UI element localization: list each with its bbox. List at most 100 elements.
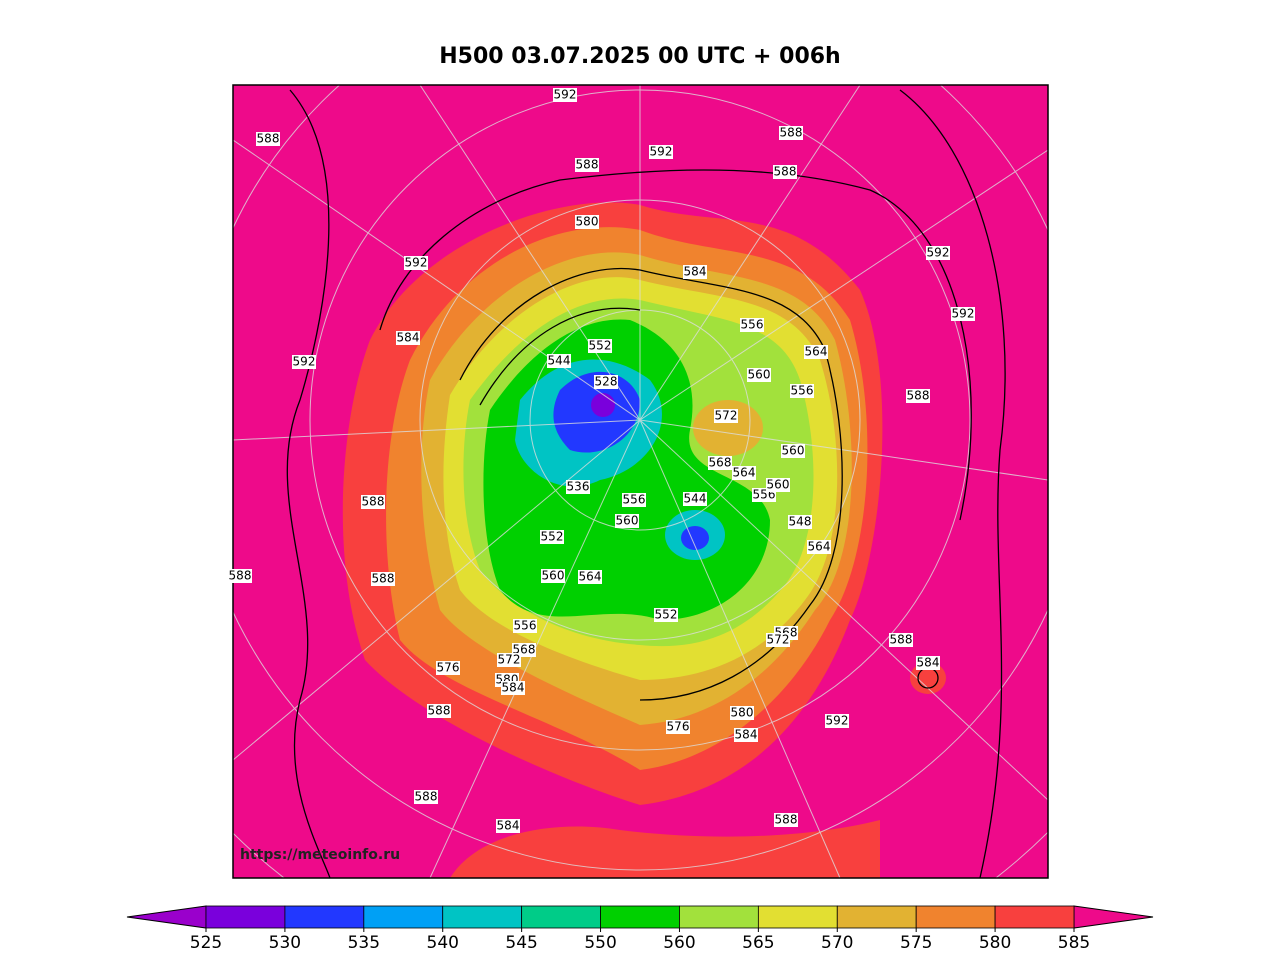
contour-label: 552 bbox=[589, 339, 612, 353]
colorbar-tick-label: 545 bbox=[505, 933, 537, 953]
label-box bbox=[804, 345, 828, 359]
watermark: https://meteoinfo.ru bbox=[240, 847, 400, 863]
contour-label: 584 bbox=[917, 656, 940, 670]
label-box bbox=[513, 619, 537, 633]
contour-label: 588 bbox=[907, 389, 930, 403]
contour-label: 580 bbox=[731, 706, 754, 720]
label-box bbox=[396, 331, 420, 345]
colorbar-tick-label: 560 bbox=[663, 933, 695, 953]
label-box bbox=[683, 492, 707, 506]
label-box bbox=[683, 265, 707, 279]
colorbar-box bbox=[836, 905, 917, 929]
colorbar-tick-label: 525 bbox=[190, 933, 222, 953]
contour-label: 588 bbox=[775, 813, 798, 827]
label-box bbox=[540, 530, 564, 544]
contour-label: 552 bbox=[541, 530, 564, 544]
label-box bbox=[575, 158, 599, 172]
label-box bbox=[292, 355, 316, 369]
contour-label: 576 bbox=[437, 661, 460, 675]
label-box bbox=[916, 656, 940, 670]
contour-label: 544 bbox=[684, 492, 707, 506]
label-box bbox=[773, 165, 797, 179]
label-box bbox=[575, 215, 599, 229]
colorbar-extend-low bbox=[126, 905, 207, 929]
contour-label: 592 bbox=[650, 145, 673, 159]
contour-label: 588 bbox=[257, 132, 280, 146]
label-box bbox=[501, 681, 525, 695]
contour-label: 584 bbox=[735, 728, 758, 742]
contour-label: 564 bbox=[733, 466, 756, 480]
contour-label: 560 bbox=[616, 514, 639, 528]
label-box bbox=[779, 126, 803, 140]
label-box bbox=[926, 246, 950, 260]
label-box bbox=[497, 653, 521, 667]
colorbar-tick-label: 580 bbox=[979, 933, 1011, 953]
colorbar-box bbox=[205, 905, 286, 929]
colorbar-box bbox=[284, 905, 365, 929]
label-box bbox=[496, 819, 520, 833]
contour-label: 592 bbox=[952, 307, 975, 321]
colorbar-box bbox=[679, 905, 759, 929]
label-box bbox=[615, 514, 639, 528]
label-box bbox=[228, 569, 252, 583]
contour-label: 584 bbox=[684, 265, 707, 279]
label-box bbox=[541, 569, 565, 583]
label-box bbox=[654, 608, 678, 622]
contour-label: 560 bbox=[748, 368, 771, 382]
contour-label: 588 bbox=[362, 495, 385, 509]
contour-label: 548 bbox=[789, 515, 812, 529]
label-box bbox=[906, 389, 930, 403]
contour-label: 588 bbox=[576, 158, 599, 172]
contour-label: 552 bbox=[655, 608, 678, 622]
label-box bbox=[825, 714, 849, 728]
contour-label: 560 bbox=[767, 478, 790, 492]
colorbar-tick-label: 540 bbox=[427, 933, 459, 953]
colorbar-box bbox=[363, 905, 444, 929]
contour-label: 560 bbox=[782, 444, 805, 458]
map-frame bbox=[232, 84, 1049, 879]
contour-label: 576 bbox=[667, 720, 690, 734]
contour-label: 556 bbox=[791, 384, 814, 398]
contour-label: 572 bbox=[767, 633, 790, 647]
colorbar-tick-label: 565 bbox=[742, 933, 774, 953]
map-field bbox=[233, 85, 1048, 878]
contour-label: 536 bbox=[567, 480, 590, 494]
label-box bbox=[588, 339, 612, 353]
contour-label: 584 bbox=[397, 331, 420, 345]
contour-label: 568 bbox=[709, 456, 732, 470]
label-box bbox=[788, 515, 812, 529]
contour-label: 580 bbox=[576, 215, 599, 229]
colorbar-box bbox=[915, 905, 996, 929]
colorbar-tick-label: 550 bbox=[584, 933, 616, 953]
contour-label: 588 bbox=[229, 569, 252, 583]
label-box bbox=[807, 540, 831, 554]
label-box bbox=[889, 633, 913, 647]
contour-label: 556 bbox=[514, 619, 537, 633]
label-box bbox=[714, 409, 738, 423]
label-box bbox=[436, 661, 460, 675]
colorbar-tick-label: 585 bbox=[1058, 933, 1090, 953]
contour-label: 588 bbox=[372, 572, 395, 586]
contour-label: 588 bbox=[774, 165, 797, 179]
label-box bbox=[427, 704, 451, 718]
colorbar-box bbox=[442, 905, 523, 929]
label-box bbox=[747, 368, 771, 382]
contour-label: 592 bbox=[293, 355, 316, 369]
label-box bbox=[566, 480, 590, 494]
label-box bbox=[730, 706, 754, 720]
label-box bbox=[578, 570, 602, 584]
contour-label: 572 bbox=[498, 653, 521, 667]
label-box bbox=[649, 145, 673, 159]
contour-label: 572 bbox=[715, 409, 738, 423]
label-box bbox=[256, 132, 280, 146]
label-box bbox=[740, 318, 764, 332]
contour-label: 592 bbox=[405, 256, 428, 270]
label-box bbox=[734, 728, 758, 742]
contour-label: 584 bbox=[497, 819, 520, 833]
contour-label: 556 bbox=[623, 493, 646, 507]
label-box bbox=[781, 444, 805, 458]
contour-label: 544 bbox=[548, 354, 571, 368]
title: H500 03.07.2025 00 UTC + 006h bbox=[439, 44, 840, 69]
label-box bbox=[774, 813, 798, 827]
colorbar-box bbox=[521, 905, 601, 929]
